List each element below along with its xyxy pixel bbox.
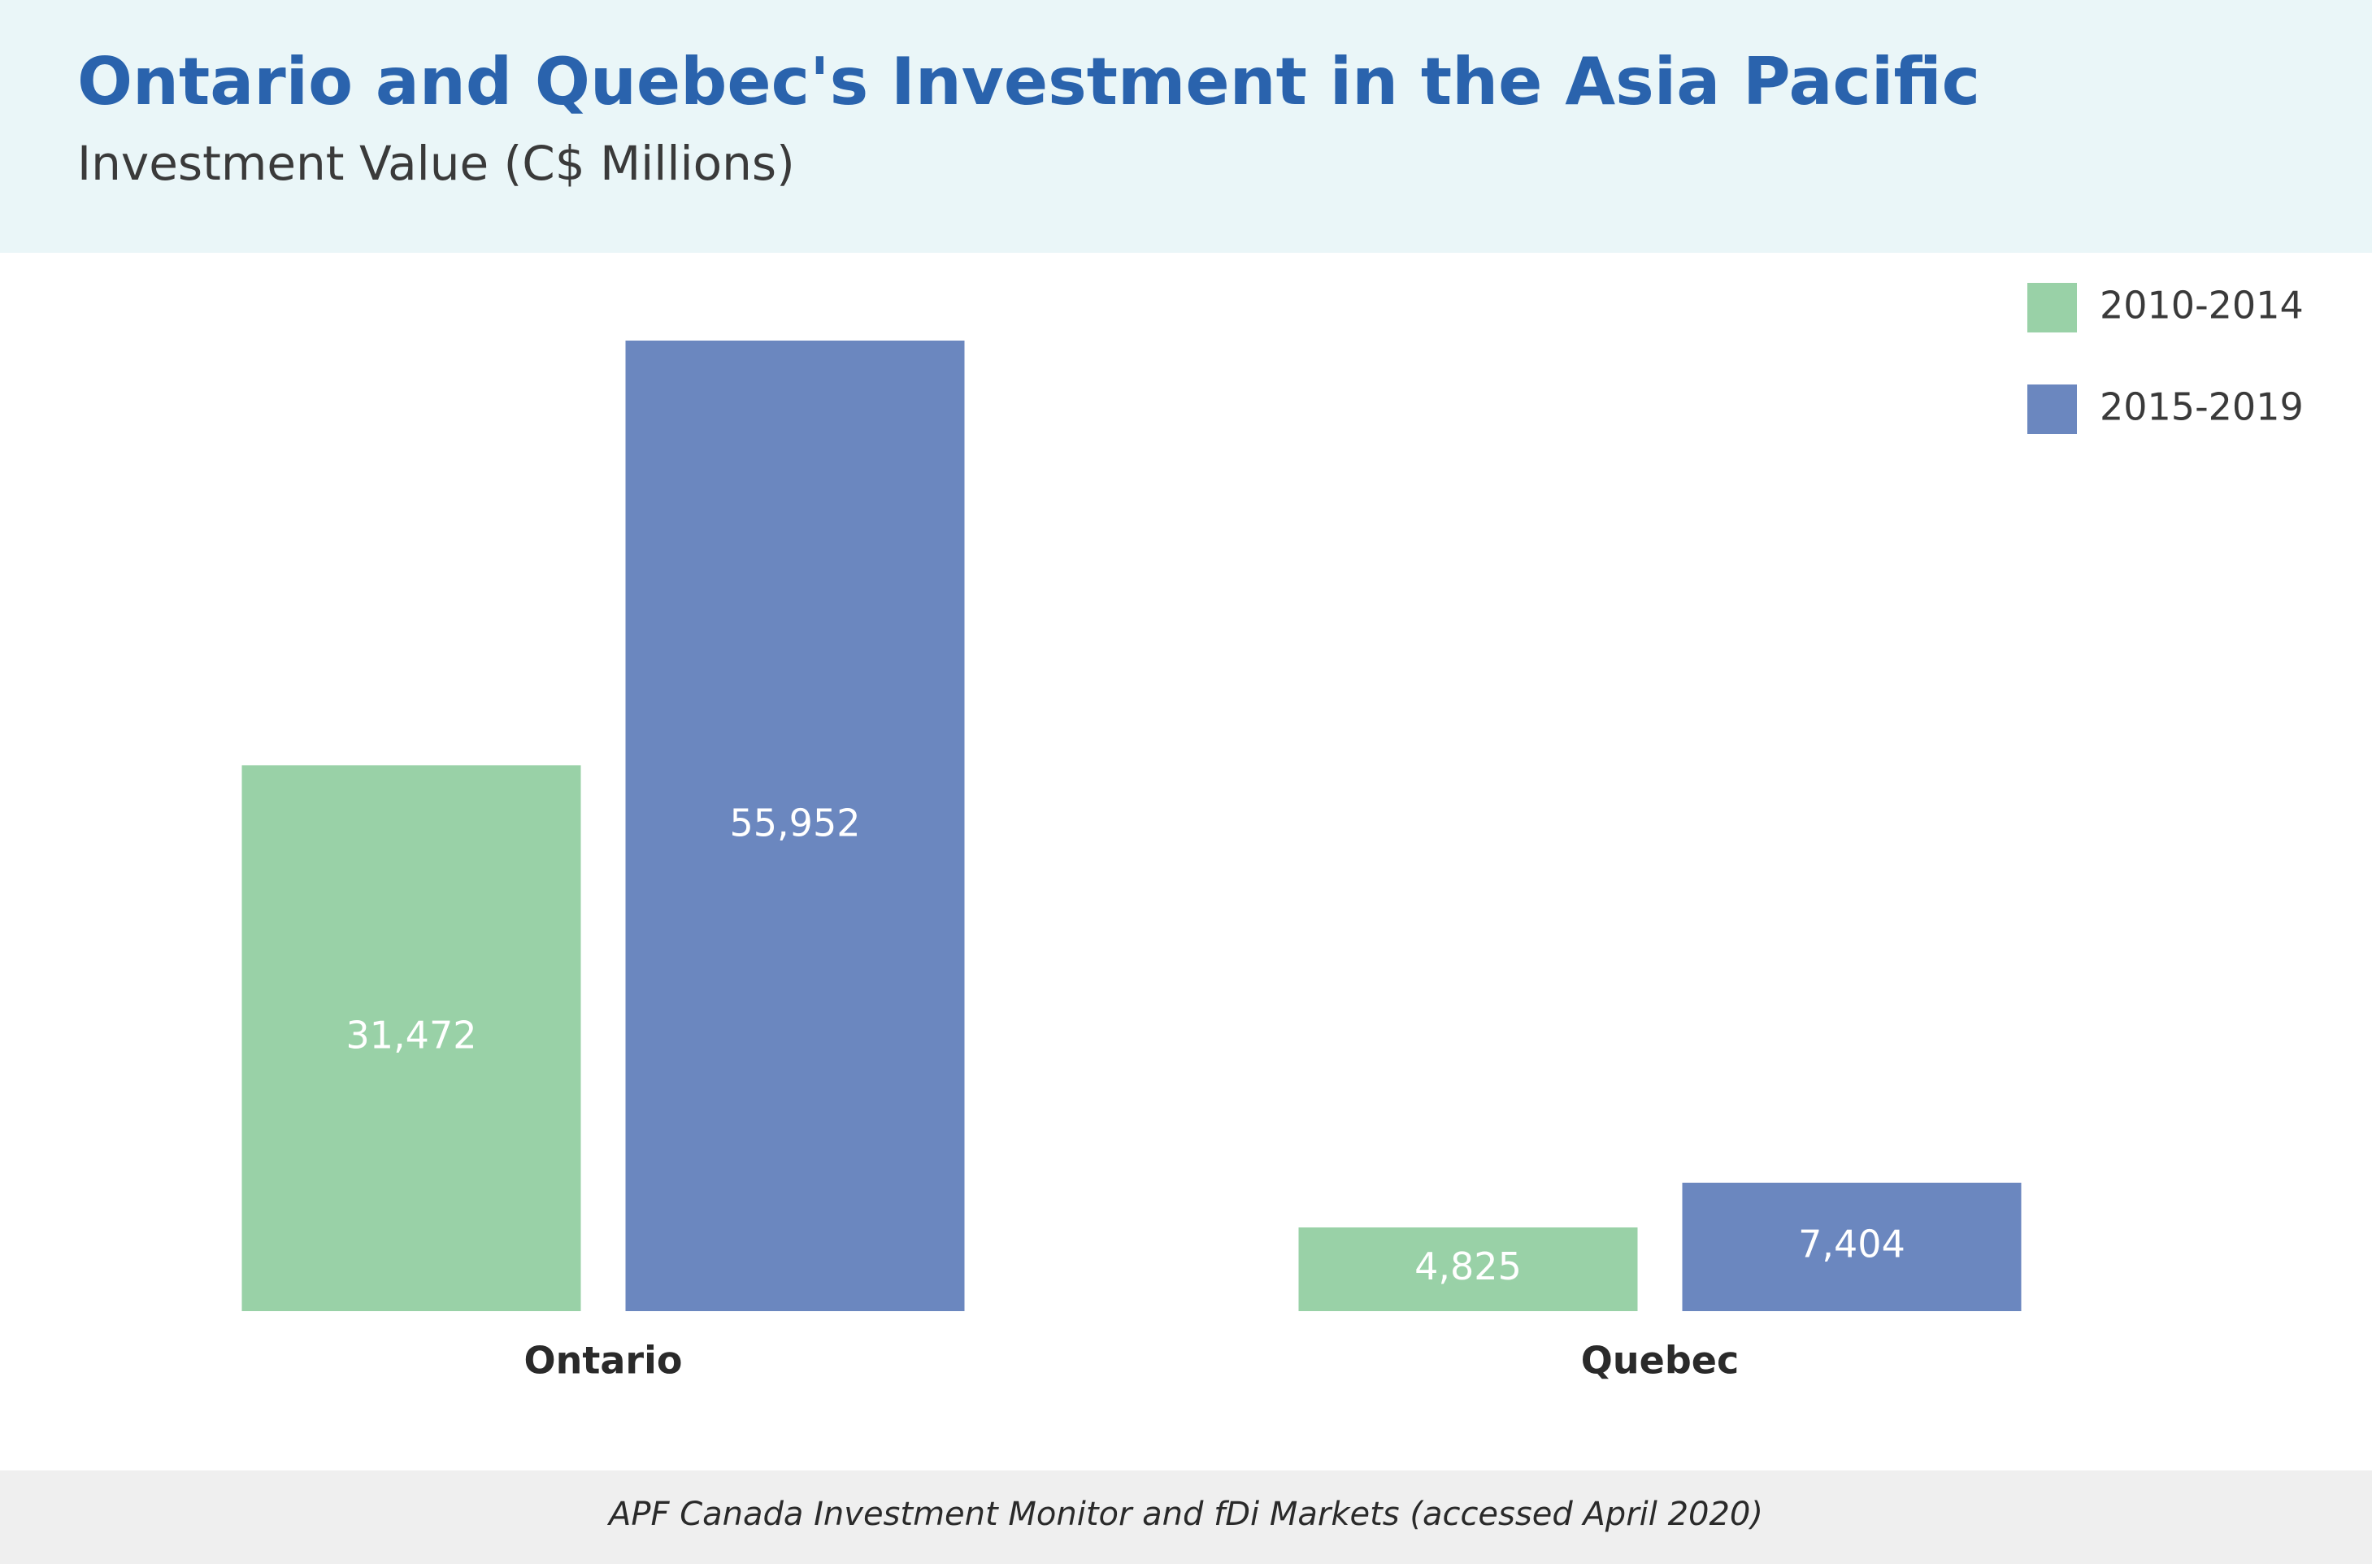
value-label: 4,825 [1414,1244,1522,1288]
chart-subtitle: Investment Value (C$ Millions) [77,136,795,191]
legend-swatch [2027,283,2077,332]
legend-label: 2010-2014 [2100,284,2304,328]
value-label: 7,404 [1798,1223,1905,1266]
bar [1682,1183,2022,1311]
bar [625,341,965,1311]
chart-title: Ontario and Quebec's Investment in the A… [77,44,1980,119]
footer-band [0,1470,2372,1564]
bar [1298,1227,1638,1311]
legend-swatch [2027,384,2077,434]
value-label: 31,472 [346,1014,477,1058]
legend-label: 2015-2019 [2100,385,2304,429]
x-tick-label: Ontario [524,1339,683,1383]
x-tick-label: Quebec [1581,1339,1739,1383]
source-note: APF Canada Investment Monitor and fDi Ma… [606,1496,1763,1533]
header-band [0,0,2372,253]
value-label: 55,952 [730,801,861,845]
bar [241,765,581,1311]
